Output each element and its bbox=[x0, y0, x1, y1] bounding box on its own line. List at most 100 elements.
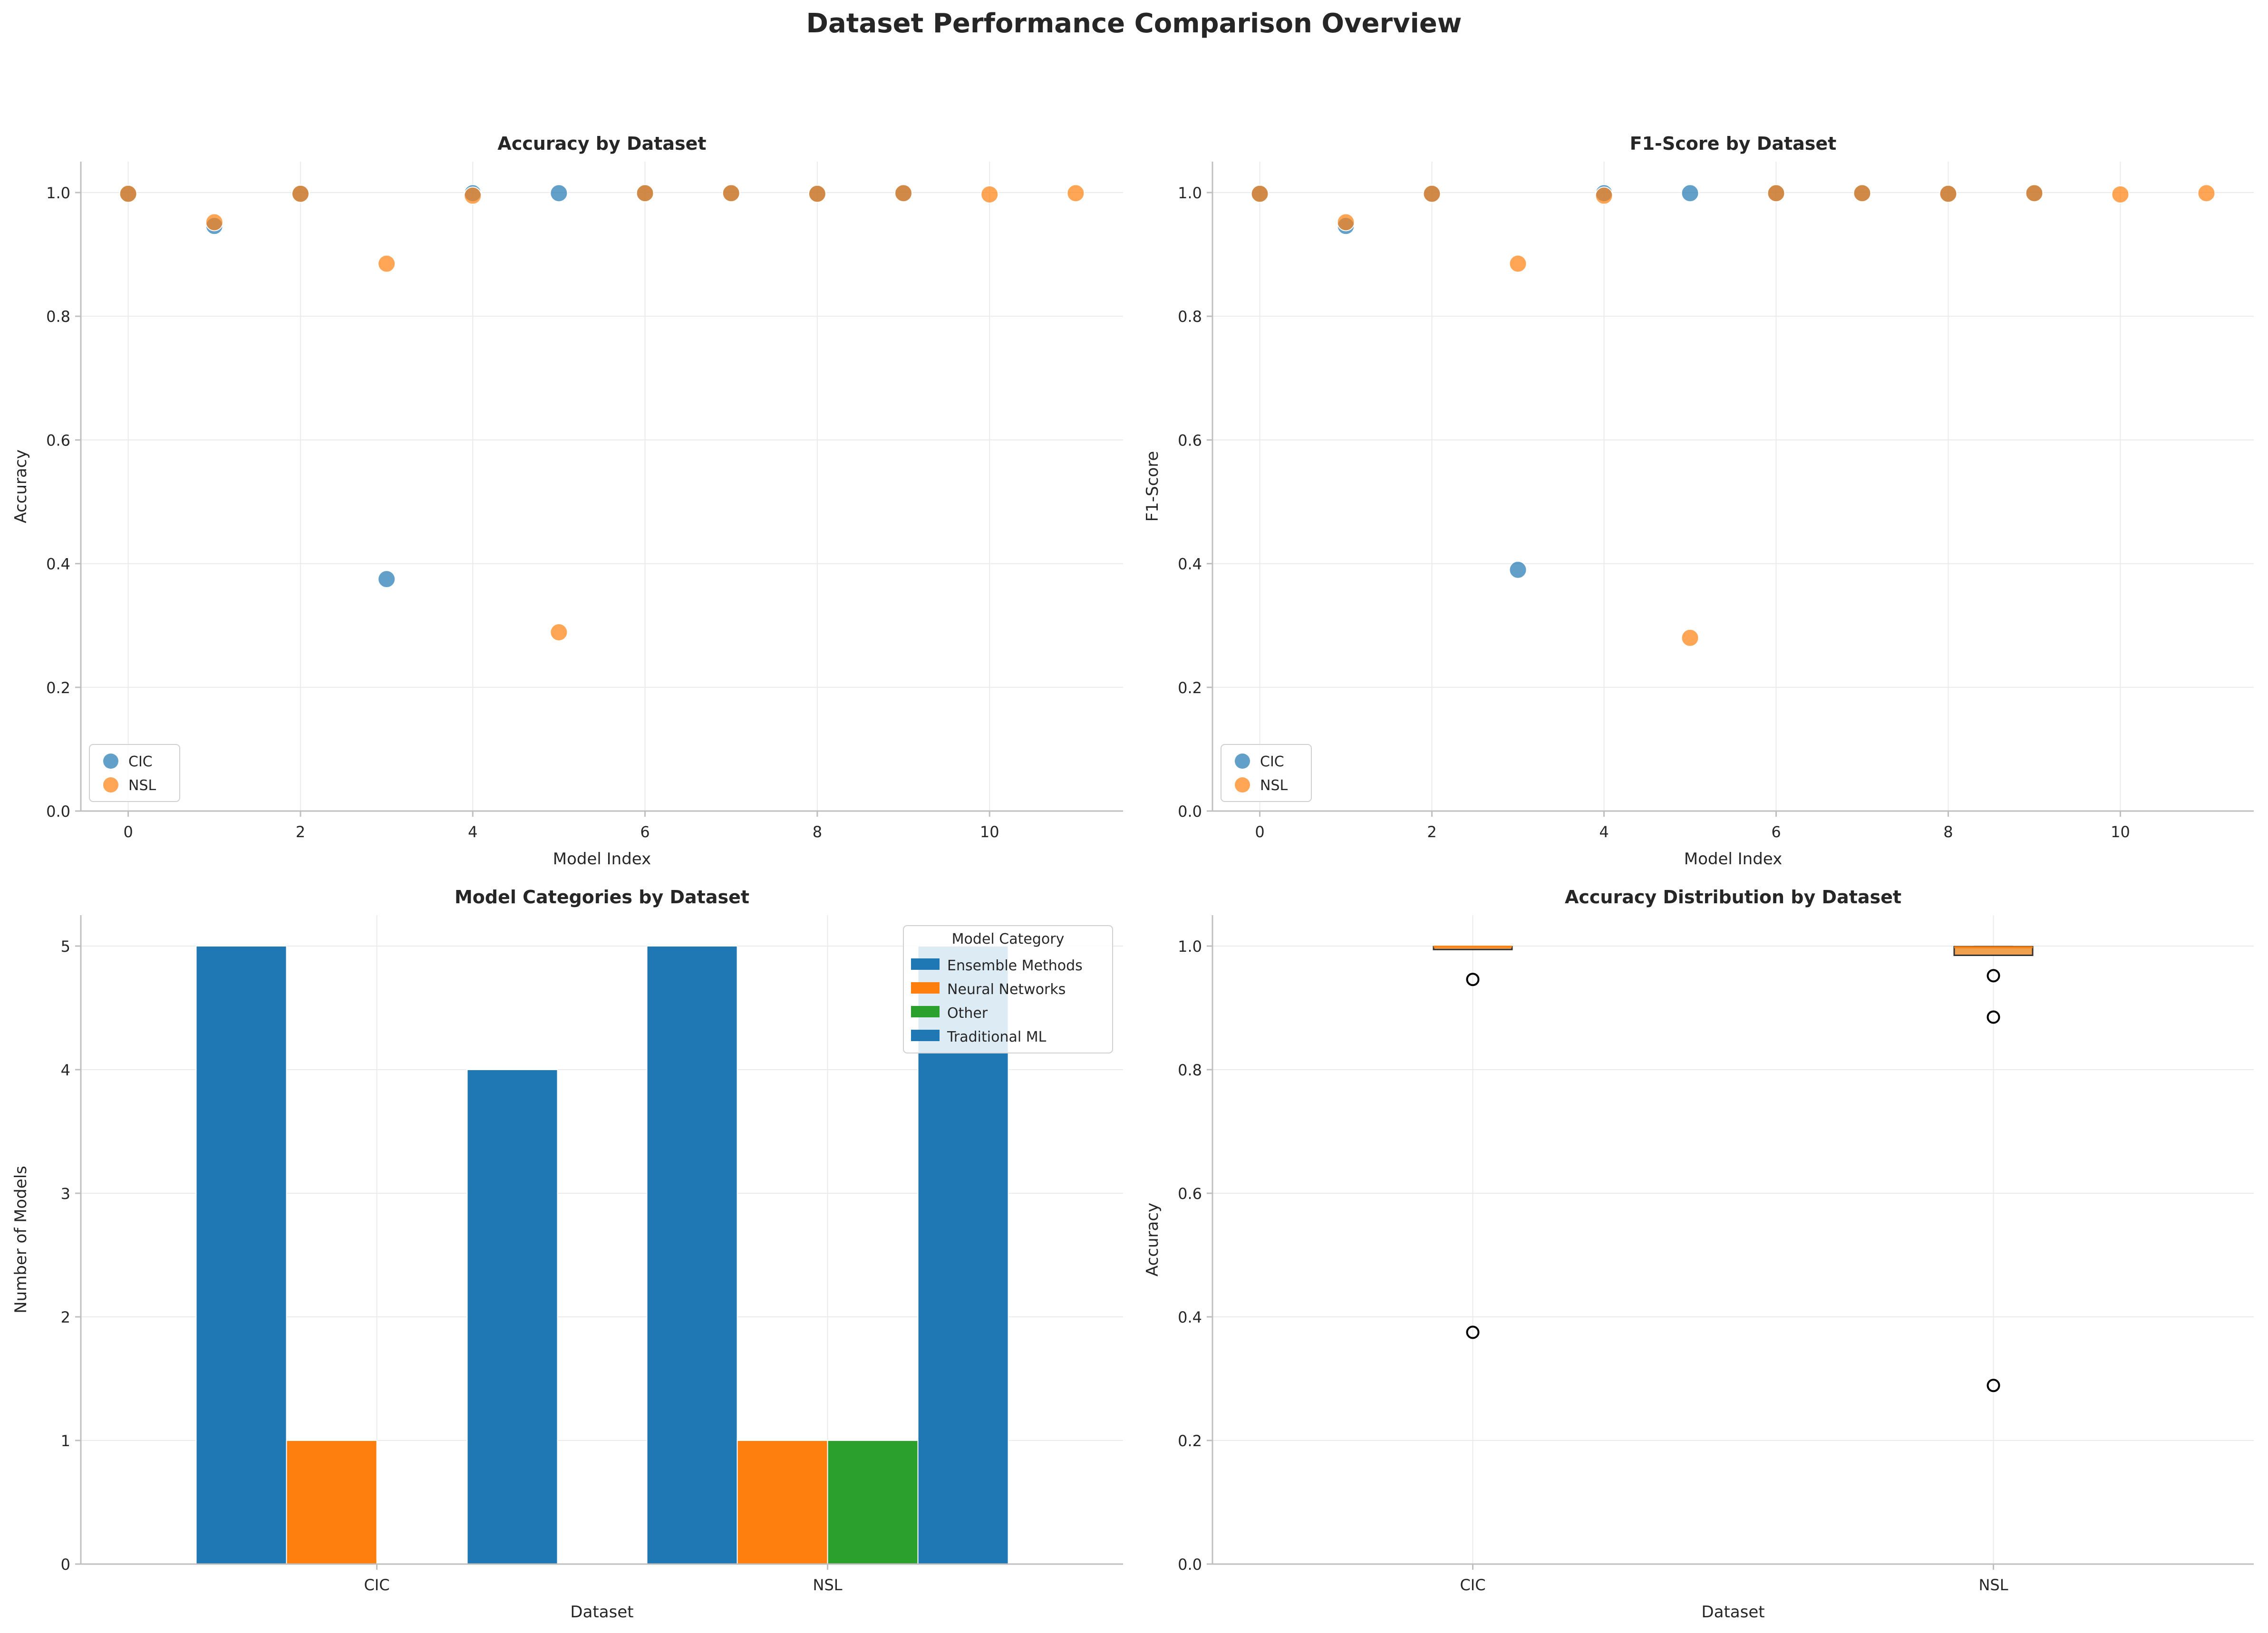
panel-f1: 0.0 0.2 0.4 0.6 0.8 1.0 0 2 4 6 8 10 F1-Score by Dat… bbox=[1143, 133, 2254, 869]
bar-ensemble-methods bbox=[646, 946, 738, 1565]
scatter-point-nsl bbox=[894, 184, 913, 203]
legend-swatch bbox=[911, 1006, 940, 1017]
legend-label: NSL bbox=[1260, 777, 1288, 794]
y-tick-label: 1.0 bbox=[1178, 184, 1202, 202]
x-axis-label: Model Index bbox=[553, 850, 651, 869]
scatter-point-nsl bbox=[205, 213, 223, 232]
box-nsl bbox=[1953, 946, 2034, 1392]
legend-marker bbox=[103, 777, 118, 792]
y-tick-label: 1.0 bbox=[1178, 937, 1202, 956]
y-axis-label: Number of Models bbox=[11, 1166, 30, 1314]
scatter-point-nsl bbox=[1595, 186, 1613, 205]
y-tick-label: 0.6 bbox=[1178, 431, 1202, 449]
x-axis-label: Dataset bbox=[570, 1603, 633, 1622]
y-tick-label: 0.2 bbox=[1178, 679, 1202, 697]
legend-label: Other bbox=[947, 1005, 988, 1022]
scatter-point-nsl bbox=[808, 184, 826, 203]
legend-label: CIC bbox=[1260, 754, 1284, 770]
legend-label: Neural Networks bbox=[947, 981, 1066, 998]
legend-marker bbox=[1235, 754, 1250, 769]
x-tick-label: 0 bbox=[1255, 823, 1264, 841]
scatter-point-nsl bbox=[1853, 184, 1871, 203]
y-tick-label: 1 bbox=[61, 1432, 70, 1450]
scatter-point-nsl bbox=[550, 623, 568, 642]
x-tick-label: 2 bbox=[296, 823, 305, 841]
y-tick-label: 4 bbox=[61, 1061, 70, 1079]
y-tick-label: 0.4 bbox=[1178, 555, 1202, 573]
box-cic bbox=[1433, 946, 1513, 1339]
panel-categories: 0 1 2 3 4 5 CIC NSL Model Categories by Dataset D… bbox=[11, 887, 1123, 1622]
legend-swatch bbox=[911, 958, 940, 970]
x-tick-label: NSL bbox=[813, 1576, 843, 1594]
legend-swatch bbox=[911, 1030, 940, 1041]
y-tick-label: 0.4 bbox=[46, 555, 70, 573]
scatter-point-nsl bbox=[378, 254, 396, 273]
x-tick-label: NSL bbox=[1978, 1576, 2008, 1594]
bar-neural-networks bbox=[286, 1440, 378, 1565]
y-tick-label: 5 bbox=[61, 937, 70, 956]
scatter-point-nsl bbox=[1337, 213, 1355, 232]
scatter-point-nsl bbox=[119, 184, 137, 203]
x-tick-label: 10 bbox=[980, 823, 999, 841]
scatter-point-nsl bbox=[1250, 184, 1269, 203]
bar-neural-networks bbox=[737, 1440, 828, 1565]
y-tick-label: 3 bbox=[61, 1185, 70, 1203]
x-tick-label: 8 bbox=[813, 823, 822, 841]
legend-label: NSL bbox=[128, 777, 156, 794]
bar-traditional-ml bbox=[466, 1069, 558, 1565]
y-axis-label: Accuracy bbox=[1143, 1203, 1162, 1276]
panel-title: F1-Score by Dataset bbox=[1630, 133, 1837, 154]
y-axis-label: F1-Score bbox=[1143, 451, 1162, 522]
panel-title: Accuracy by Dataset bbox=[497, 133, 706, 154]
scatter-point-cic bbox=[550, 184, 568, 203]
x-tick-label: 0 bbox=[123, 823, 133, 841]
scatter-point-nsl bbox=[2025, 184, 2044, 203]
y-tick-label: 0.8 bbox=[46, 308, 70, 326]
scatter-point-nsl bbox=[722, 184, 740, 203]
x-axis-label: Model Index bbox=[1684, 850, 1783, 869]
panel-accuracy: 0.0 0.2 0.4 0.6 0.8 1.0 0 2 4 6 8 10 Accuracy by Dat… bbox=[11, 133, 1123, 869]
panel-distribution: 0.0 0.2 0.4 0.6 0.8 1.0 CIC NSL Accuracy Distrib… bbox=[1143, 887, 2254, 1622]
legend-label: Ensemble Methods bbox=[947, 957, 1083, 974]
legend-marker bbox=[103, 754, 118, 769]
scatter-point-nsl bbox=[980, 185, 999, 203]
scatter-point-nsl bbox=[1939, 184, 1958, 203]
scatter-point-nsl bbox=[1681, 628, 1699, 647]
scatter-point-nsl bbox=[1066, 184, 1085, 203]
scatter-point-cic bbox=[378, 570, 396, 589]
y-axis-label: Accuracy bbox=[11, 449, 30, 523]
box-outlier-point bbox=[1987, 1379, 2000, 1392]
x-tick-label: 6 bbox=[1771, 823, 1781, 841]
x-axis-label: Dataset bbox=[1701, 1603, 1764, 1622]
legend-title: Model Category bbox=[952, 931, 1065, 947]
scatter-point-nsl bbox=[636, 184, 654, 203]
scatter-point-nsl bbox=[1767, 184, 1785, 203]
scatter-point-nsl bbox=[2197, 184, 2216, 203]
x-tick-label: 4 bbox=[1599, 823, 1609, 841]
bar-other bbox=[827, 1440, 919, 1565]
y-tick-label: 0.4 bbox=[1178, 1308, 1202, 1326]
box-outlier-point bbox=[1987, 1010, 2000, 1024]
y-tick-label: 0 bbox=[61, 1556, 70, 1574]
legend-label: CIC bbox=[128, 754, 153, 770]
y-tick-label: 0.6 bbox=[46, 431, 70, 449]
y-tick-label: 0.0 bbox=[1178, 1556, 1202, 1574]
x-tick-label: 10 bbox=[2111, 823, 2130, 841]
bar-ensemble-methods bbox=[195, 946, 287, 1565]
figure-title: Dataset Performance Comparison Overview bbox=[806, 8, 1462, 39]
y-tick-label: 0.0 bbox=[1178, 802, 1202, 821]
scatter-point-nsl bbox=[1423, 184, 1441, 203]
y-tick-label: 0.0 bbox=[46, 802, 70, 821]
panel-title: Accuracy Distribution by Dataset bbox=[1565, 887, 1901, 908]
scatter-point-nsl bbox=[291, 184, 310, 203]
box-outlier-point bbox=[1466, 1325, 1480, 1339]
x-tick-label: 6 bbox=[640, 823, 649, 841]
y-tick-label: 0.8 bbox=[1178, 1061, 1202, 1079]
y-tick-label: 0.2 bbox=[1178, 1432, 1202, 1450]
legend-label: Traditional ML bbox=[947, 1029, 1047, 1045]
legend-swatch bbox=[911, 982, 940, 994]
scatter-point-cic bbox=[1509, 560, 1527, 579]
